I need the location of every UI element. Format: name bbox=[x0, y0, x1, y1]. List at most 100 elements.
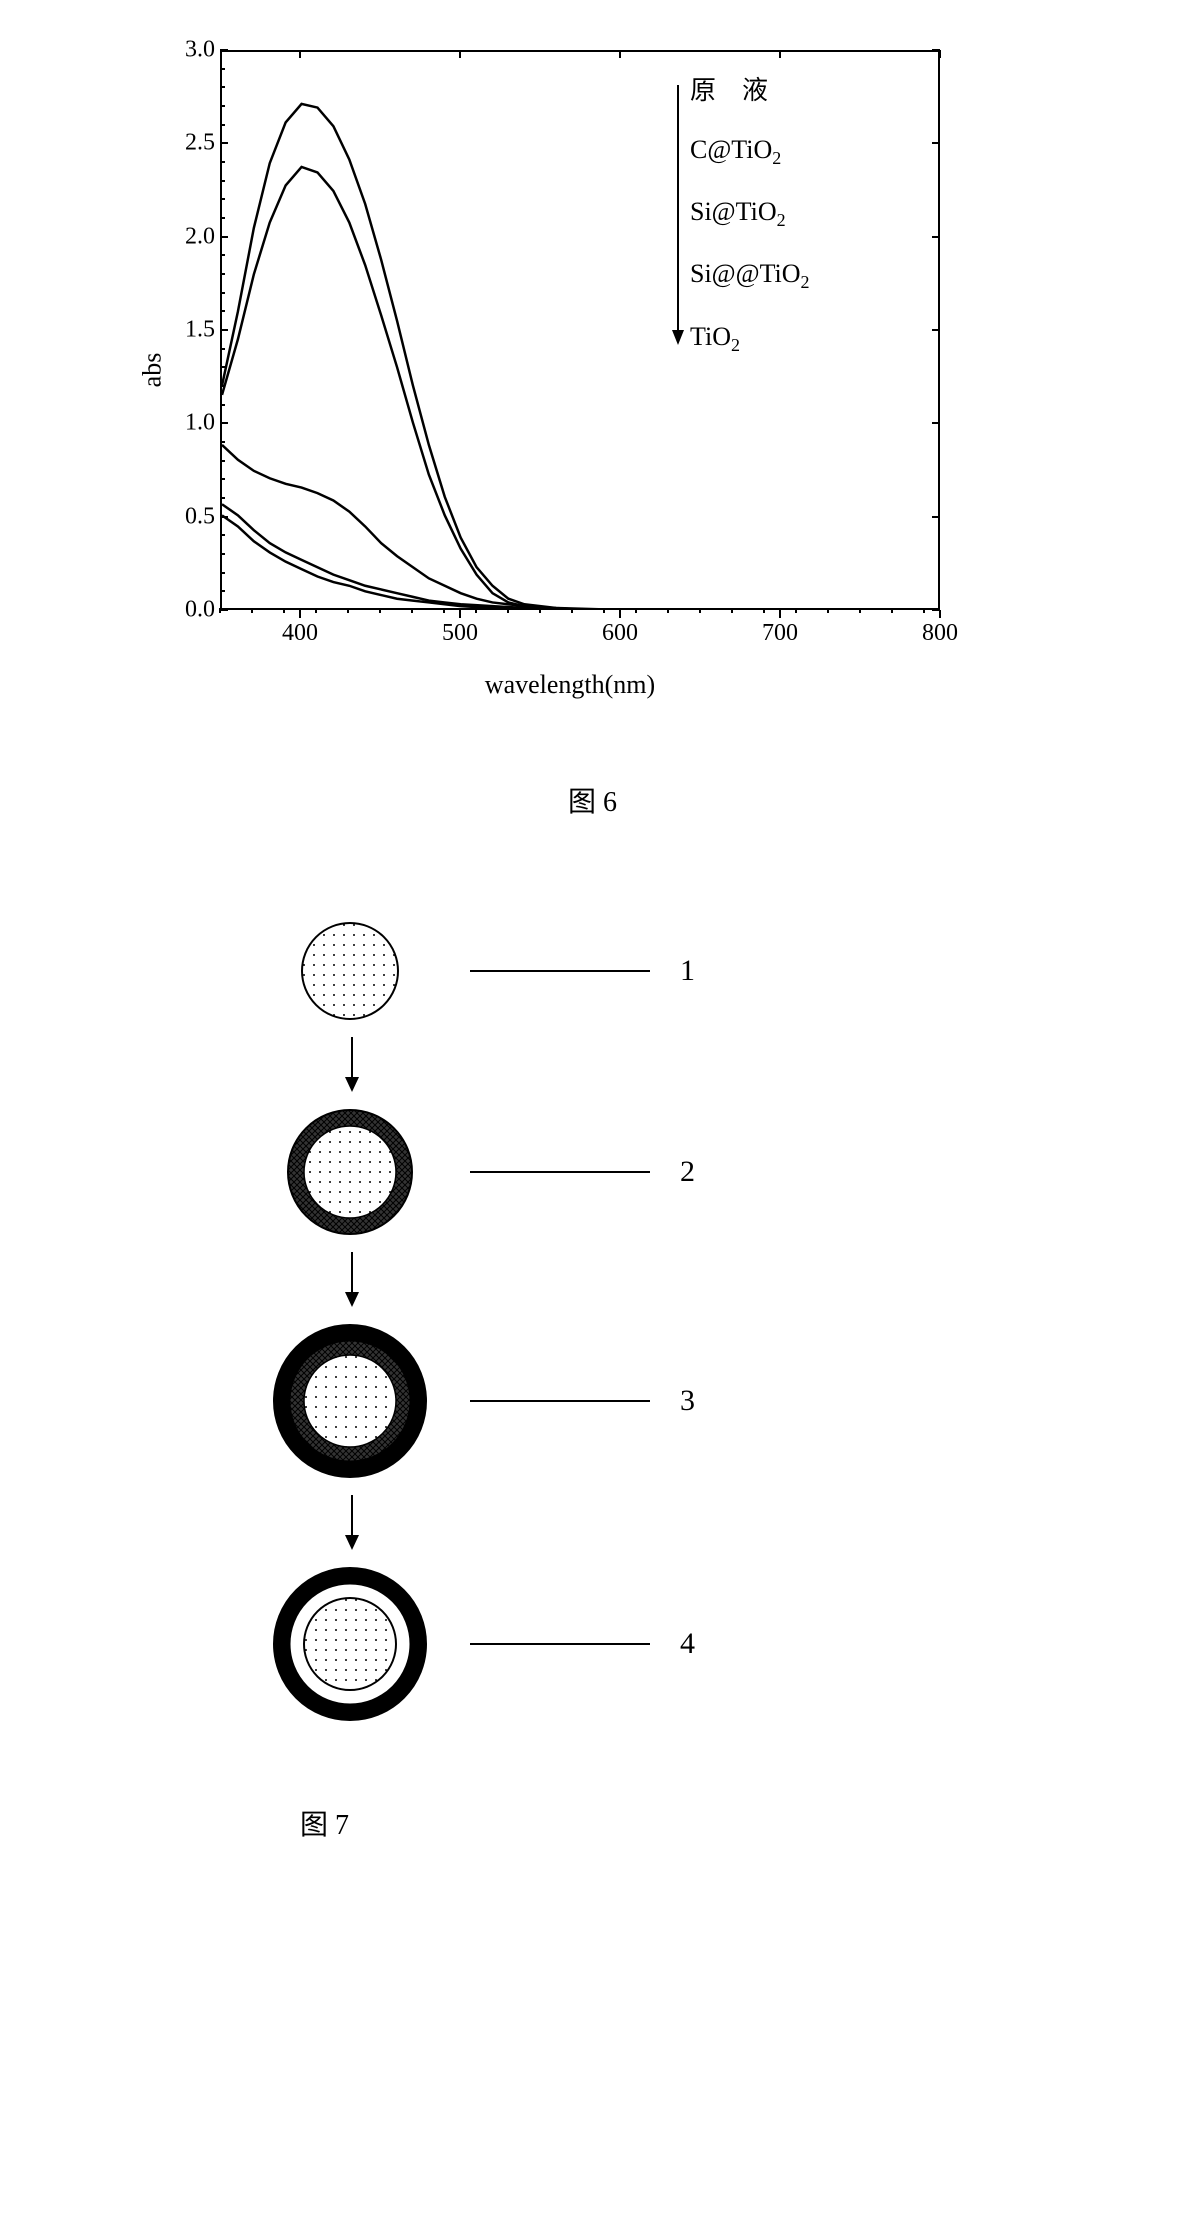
down-arrow-icon bbox=[345, 1495, 1145, 1555]
y-tick-label: 1.5 bbox=[185, 317, 215, 344]
stage-leader-line bbox=[470, 1400, 650, 1402]
chart-legend: 原 液C@TiO2Si@TiO2Si@@TiO2TiO2 bbox=[690, 70, 810, 384]
y-minor-tick bbox=[220, 198, 225, 200]
x-minor-tick bbox=[827, 608, 829, 613]
x-minor-tick bbox=[699, 608, 701, 613]
x-minor-tick bbox=[443, 608, 445, 613]
x-tick-mark bbox=[939, 50, 941, 58]
y-tick-label: 0.5 bbox=[185, 503, 215, 530]
x-tick-mark bbox=[619, 610, 621, 618]
chart-curves-svg bbox=[222, 52, 938, 608]
diagram-container: 1 2 3 4 bbox=[260, 920, 1145, 1723]
y-minor-tick bbox=[220, 385, 225, 387]
x-tick-mark bbox=[459, 610, 461, 618]
y-tick-mark bbox=[932, 236, 940, 238]
y-minor-tick bbox=[220, 572, 225, 574]
stage-number: 3 bbox=[680, 1384, 695, 1418]
diagram-stage: 3 bbox=[260, 1322, 1145, 1480]
figure-6-caption: 图 6 bbox=[40, 780, 1145, 820]
x-minor-tick bbox=[731, 608, 733, 613]
stage-leader-line bbox=[470, 1643, 650, 1645]
y-tick-mark bbox=[932, 142, 940, 144]
legend-item: C@TiO2 bbox=[690, 135, 810, 169]
y-tick-label: 2.5 bbox=[185, 130, 215, 157]
y-tick-mark bbox=[932, 422, 940, 424]
stage-circle bbox=[299, 920, 401, 1022]
x-tick-mark bbox=[779, 50, 781, 58]
x-minor-tick bbox=[283, 608, 285, 613]
y-minor-tick bbox=[220, 460, 225, 462]
stage-circle bbox=[271, 1322, 429, 1480]
x-minor-tick bbox=[251, 608, 253, 613]
stage-leader-line bbox=[470, 970, 650, 972]
layer-circle bbox=[304, 1355, 396, 1447]
y-minor-tick bbox=[220, 68, 225, 70]
y-minor-tick bbox=[220, 478, 225, 480]
curve-line bbox=[222, 515, 938, 608]
x-minor-tick bbox=[635, 608, 637, 613]
x-minor-tick bbox=[667, 608, 669, 613]
x-minor-tick bbox=[315, 608, 317, 613]
curve-line bbox=[222, 167, 938, 608]
y-minor-tick bbox=[220, 124, 225, 126]
x-tick-label: 400 bbox=[282, 620, 318, 647]
x-tick-mark bbox=[299, 50, 301, 58]
diagram-stage: 2 bbox=[260, 1107, 1145, 1237]
x-minor-tick bbox=[507, 608, 509, 613]
y-minor-tick bbox=[220, 553, 225, 555]
figure-6: abs wavelength(nm) 0.00.51.01.52.02.53.0… bbox=[40, 20, 1145, 820]
y-axis-label: abs bbox=[137, 353, 167, 388]
y-minor-tick bbox=[220, 534, 225, 536]
y-minor-tick bbox=[220, 292, 225, 294]
y-minor-tick bbox=[220, 49, 225, 51]
y-tick-label: 1.0 bbox=[185, 410, 215, 437]
x-minor-tick bbox=[571, 608, 573, 613]
down-arrow-icon bbox=[345, 1252, 1145, 1312]
y-minor-tick bbox=[220, 329, 225, 331]
chart-plot-area bbox=[220, 50, 940, 610]
x-minor-tick bbox=[219, 608, 221, 613]
x-tick-label: 700 bbox=[762, 620, 798, 647]
y-tick-label: 2.0 bbox=[185, 223, 215, 250]
y-minor-tick bbox=[220, 273, 225, 275]
y-minor-tick bbox=[220, 217, 225, 219]
y-tick-mark bbox=[932, 516, 940, 518]
y-minor-tick bbox=[220, 404, 225, 406]
y-tick-mark bbox=[932, 329, 940, 331]
curve-line bbox=[222, 504, 938, 608]
down-arrow-icon bbox=[345, 1037, 1145, 1097]
legend-item: TiO2 bbox=[690, 322, 810, 356]
stage-circle bbox=[271, 1565, 429, 1723]
layer-circle bbox=[302, 923, 398, 1019]
y-minor-tick bbox=[220, 348, 225, 350]
y-minor-tick bbox=[220, 366, 225, 368]
x-tick-mark bbox=[939, 610, 941, 618]
y-minor-tick bbox=[220, 590, 225, 592]
curve-line bbox=[222, 445, 938, 608]
y-minor-tick bbox=[220, 254, 225, 256]
x-minor-tick bbox=[795, 608, 797, 613]
y-minor-tick bbox=[220, 236, 225, 238]
stage-number: 1 bbox=[680, 954, 695, 988]
y-minor-tick bbox=[220, 161, 225, 163]
x-minor-tick bbox=[891, 608, 893, 613]
y-minor-tick bbox=[220, 310, 225, 312]
y-minor-tick bbox=[220, 441, 225, 443]
y-tick-label: 3.0 bbox=[185, 37, 215, 64]
x-minor-tick bbox=[539, 608, 541, 613]
diagram-stage: 4 bbox=[260, 1565, 1145, 1723]
y-minor-tick bbox=[220, 497, 225, 499]
legend-down-arrow-icon bbox=[672, 85, 684, 345]
layer-circle bbox=[304, 1126, 396, 1218]
x-minor-tick bbox=[411, 608, 413, 613]
y-minor-tick bbox=[220, 86, 225, 88]
figure-7-caption: 图 7 bbox=[300, 1803, 1145, 1843]
x-tick-mark bbox=[299, 610, 301, 618]
x-minor-tick bbox=[859, 608, 861, 613]
stage-number: 2 bbox=[680, 1155, 695, 1189]
stage-circle bbox=[285, 1107, 415, 1237]
y-minor-tick bbox=[220, 516, 225, 518]
x-tick-mark bbox=[619, 50, 621, 58]
y-minor-tick bbox=[220, 142, 225, 144]
y-minor-tick bbox=[220, 180, 225, 182]
